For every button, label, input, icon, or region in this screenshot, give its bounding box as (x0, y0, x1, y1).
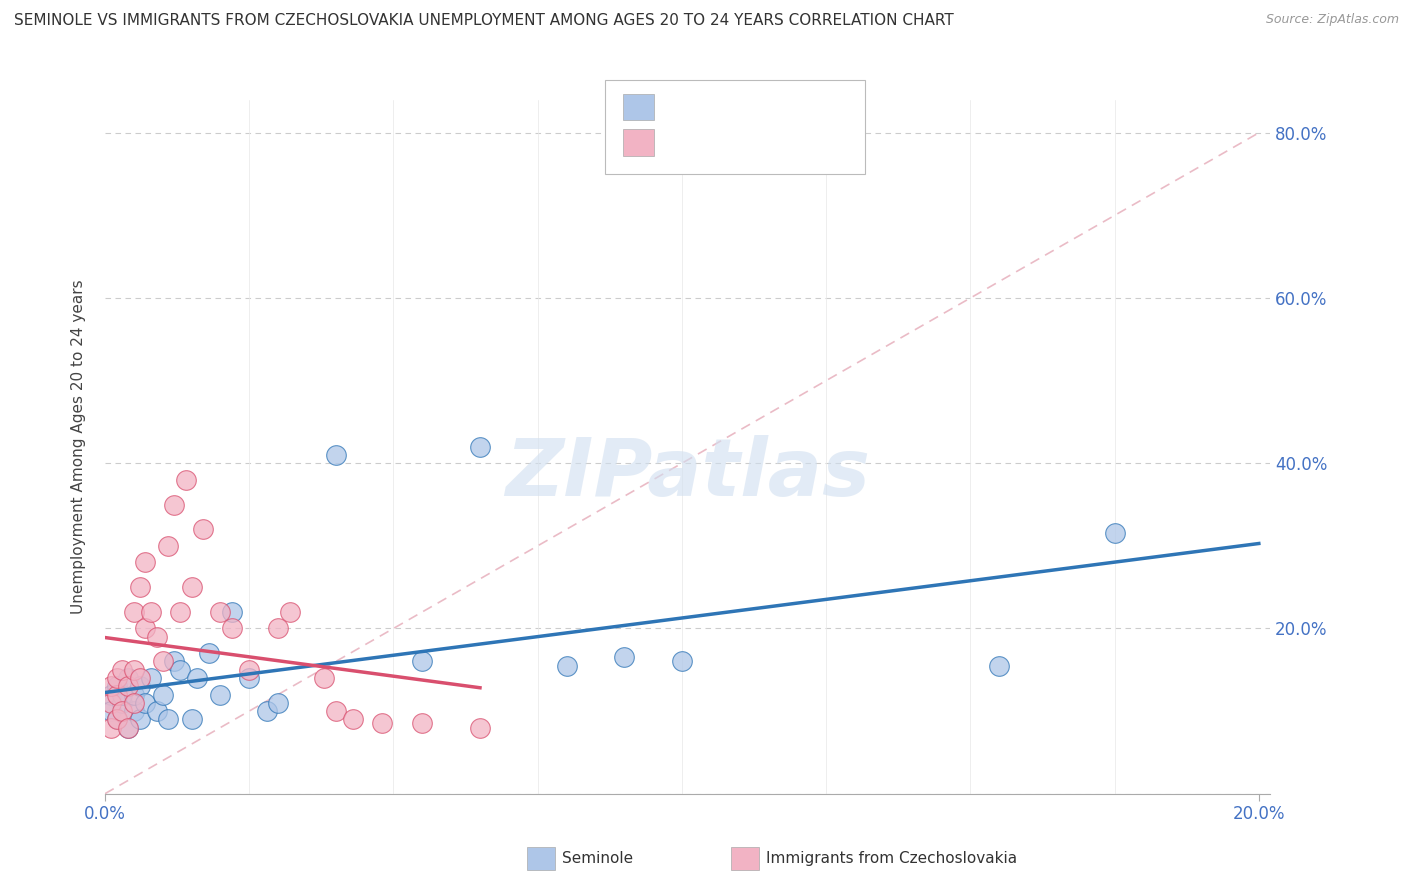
Text: 0.378: 0.378 (693, 134, 748, 152)
Point (163, 498, 186, 512)
Point (163, 655, 186, 669)
Point (122, 688, 145, 702)
Point (555, 658, 578, 673)
Point (117, 679, 139, 693)
Point (100, 696, 122, 710)
Point (122, 605, 145, 619)
Point (122, 696, 145, 710)
Point (128, 671, 150, 685)
Point (111, 704, 134, 718)
Point (314, 671, 336, 685)
Point (671, 655, 693, 669)
Point (198, 646, 221, 660)
Point (139, 671, 162, 685)
Point (267, 622, 290, 636)
Point (209, 605, 232, 619)
Point (100, 679, 122, 693)
Point (146, 704, 169, 718)
Point (100, 721, 122, 735)
Point (111, 688, 134, 702)
Point (468, 440, 491, 454)
Point (238, 663, 260, 677)
Point (117, 721, 139, 735)
Point (256, 704, 278, 718)
Point (128, 580, 150, 594)
Point (128, 679, 150, 693)
Text: N =: N = (752, 134, 792, 152)
Text: 35: 35 (783, 98, 807, 116)
Text: N =: N = (752, 98, 792, 116)
Point (180, 712, 202, 726)
Point (180, 580, 202, 594)
Point (105, 712, 128, 726)
Point (221, 605, 243, 619)
Point (117, 721, 139, 735)
Point (105, 671, 128, 685)
Point (134, 622, 156, 636)
Point (152, 688, 174, 702)
Point (111, 696, 134, 710)
Point (157, 539, 180, 553)
Point (157, 712, 180, 726)
Y-axis label: Unemployment Among Ages 20 to 24 years: Unemployment Among Ages 20 to 24 years (72, 279, 86, 614)
Point (186, 671, 208, 685)
Point (122, 704, 145, 718)
Point (122, 663, 145, 677)
Point (146, 630, 169, 644)
Text: R =: R = (662, 98, 700, 116)
Point (152, 655, 174, 669)
Text: R =: R = (662, 134, 700, 152)
Text: 0.289: 0.289 (693, 98, 748, 116)
Point (169, 605, 191, 619)
Point (209, 688, 232, 702)
Point (468, 721, 491, 735)
Point (191, 522, 214, 536)
Text: ZIPatlas: ZIPatlas (505, 435, 870, 514)
Text: 37: 37 (783, 134, 807, 152)
Point (342, 712, 364, 726)
Point (371, 716, 394, 731)
Point (134, 696, 156, 710)
Point (238, 671, 260, 685)
Point (325, 448, 347, 462)
Point (105, 679, 128, 693)
Point (169, 663, 191, 677)
Point (1104, 526, 1126, 541)
Point (278, 605, 301, 619)
Point (613, 650, 636, 665)
Point (134, 555, 156, 569)
Point (139, 605, 162, 619)
Point (105, 688, 128, 702)
Text: Seminole: Seminole (562, 852, 634, 866)
Point (105, 712, 128, 726)
Point (128, 712, 150, 726)
Point (988, 658, 1011, 673)
Point (117, 671, 139, 685)
Text: Source: ZipAtlas.com: Source: ZipAtlas.com (1265, 13, 1399, 27)
Point (267, 696, 290, 710)
Text: SEMINOLE VS IMMIGRANTS FROM CZECHOSLOVAKIA UNEMPLOYMENT AMONG AGES 20 TO 24 YEAR: SEMINOLE VS IMMIGRANTS FROM CZECHOSLOVAK… (14, 13, 953, 29)
Point (100, 704, 122, 718)
Text: Immigrants from Czechoslovakia: Immigrants from Czechoslovakia (766, 852, 1018, 866)
Point (325, 704, 347, 718)
Point (100, 688, 122, 702)
Point (411, 655, 433, 669)
Point (221, 622, 243, 636)
Point (111, 663, 134, 677)
Point (174, 473, 197, 487)
Point (411, 716, 433, 731)
